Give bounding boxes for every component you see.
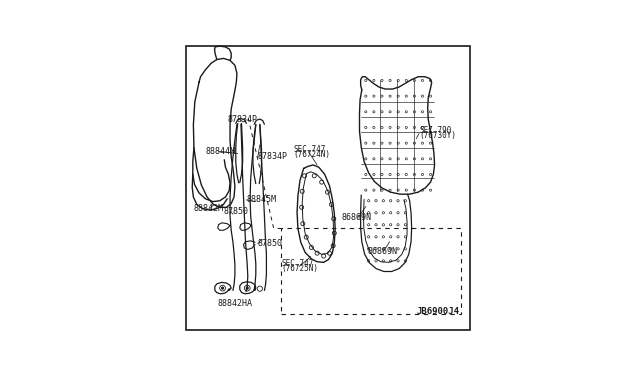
Text: 87850: 87850 <box>258 239 283 248</box>
Text: JB6900J4: JB6900J4 <box>416 307 459 316</box>
Text: SEC.790: SEC.790 <box>420 126 452 135</box>
Text: SEC.747: SEC.747 <box>282 259 314 268</box>
Circle shape <box>221 287 224 289</box>
Text: 88845M: 88845M <box>246 195 276 204</box>
Bar <box>281 228 461 314</box>
Text: (76730Y): (76730Y) <box>420 131 457 140</box>
Circle shape <box>246 287 248 289</box>
Text: 88842HA: 88842HA <box>218 298 252 308</box>
Text: 86869N: 86869N <box>342 214 372 222</box>
Text: SEC.747: SEC.747 <box>293 145 325 154</box>
Text: 88842M: 88842M <box>194 204 224 213</box>
Text: 87850: 87850 <box>223 207 248 216</box>
Text: 87834P: 87834P <box>258 153 288 161</box>
Text: 88844M: 88844M <box>205 147 236 156</box>
Text: 86869N: 86869N <box>367 247 397 256</box>
Text: (76725N): (76725N) <box>282 264 319 273</box>
Text: (76724N): (76724N) <box>293 150 330 159</box>
Text: 87834P: 87834P <box>227 115 257 124</box>
